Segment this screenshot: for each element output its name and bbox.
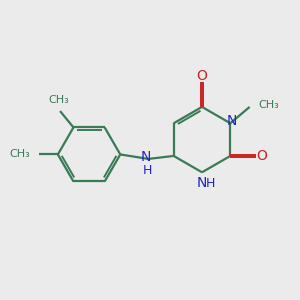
Text: O: O	[256, 149, 267, 163]
Text: N: N	[227, 115, 237, 128]
Text: O: O	[196, 69, 208, 83]
Text: CH₃: CH₃	[258, 100, 279, 110]
Text: CH₃: CH₃	[48, 94, 69, 104]
Text: CH₃: CH₃	[10, 149, 30, 160]
Text: N: N	[141, 150, 151, 164]
Text: H: H	[206, 177, 215, 190]
Text: H: H	[142, 164, 152, 177]
Text: N: N	[197, 176, 207, 190]
